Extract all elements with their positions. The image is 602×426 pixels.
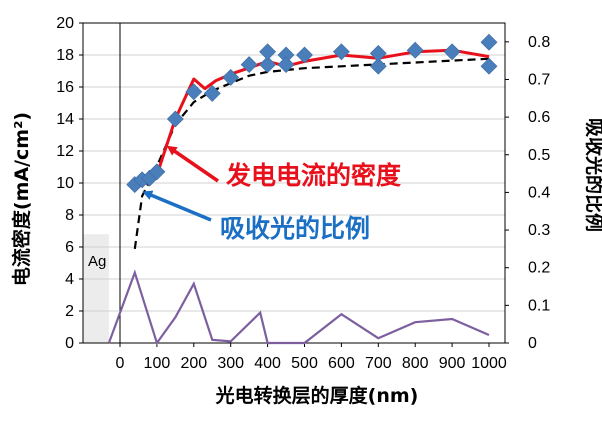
data-point-diamond-5 — [185, 83, 203, 101]
y-right-tick-label-0.5: 0.5 — [528, 147, 550, 164]
y-right-tick-label-0: 0 — [528, 335, 537, 352]
y-right-tick-label-0.2: 0.2 — [528, 260, 550, 277]
x-tick-label-400: 400 — [254, 355, 281, 372]
x-tick-label-600: 600 — [328, 355, 355, 372]
y-tick-label-16: 16 — [56, 79, 74, 96]
x-axis-label: 光电转换层的厚度(nm) — [215, 384, 419, 407]
data-point-diamond-6 — [203, 84, 221, 102]
x-tick-label-200: 200 — [180, 355, 207, 372]
ag-shaded-region — [83, 234, 109, 343]
y-tick-label-2: 2 — [65, 303, 74, 320]
annotation-layer — [142, 145, 219, 222]
data-point-diamond-18 — [443, 43, 461, 61]
y-tick-label-14: 14 — [56, 111, 74, 128]
annotation-arrow-current-density — [166, 145, 219, 183]
data-point-diamond-4 — [166, 110, 184, 128]
ag-region-label: Ag — [88, 253, 106, 270]
data-point-diamond-20 — [480, 57, 498, 75]
x-ticks: 0 100 200 300 400 500 600 700 800 900 1000 — [116, 343, 507, 372]
x-tick-label-0: 0 — [116, 355, 125, 372]
y-ticks-left: 0 2 4 6 8 10 12 14 16 18 20 — [56, 15, 83, 352]
annotation-arrow-absorption-ratio — [142, 190, 212, 222]
data-point-diamond-16 — [369, 44, 387, 62]
data-point-diamond-15 — [369, 57, 387, 75]
data-point-diamond-7 — [222, 68, 240, 86]
y-right-tick-label-0.7: 0.7 — [528, 71, 550, 88]
data-point-diamond-8 — [240, 56, 258, 74]
y-axis-label-right: 吸收光的比例 — [583, 118, 602, 232]
x-tick-label-800: 800 — [402, 355, 429, 372]
y-axis-label-left: 电流密度(mA/cm²) — [10, 112, 33, 286]
y-tick-label-12: 12 — [56, 143, 74, 160]
y-ticks-right: 0 0.1 0.2 0.3 0.4 0.5 0.6 0.7 0.8 — [505, 34, 550, 352]
data-point-diamond-10 — [259, 43, 277, 61]
data-point-diamond-9 — [259, 56, 277, 74]
y-tick-label-4: 4 — [65, 271, 74, 288]
data-point-diamond-3 — [148, 163, 166, 181]
x-tick-label-100: 100 — [144, 355, 171, 372]
x-tick-label-300: 300 — [217, 355, 244, 372]
ag-region — [83, 234, 109, 343]
x-tick-label-500: 500 — [291, 355, 318, 372]
y-right-tick-label-0.1: 0.1 — [528, 297, 550, 314]
y-tick-label-8: 8 — [65, 207, 74, 224]
y-right-tick-label-0.8: 0.8 — [528, 34, 550, 51]
x-tick-label-900: 900 — [439, 355, 466, 372]
data-point-diamond-12 — [277, 56, 295, 74]
x-tick-label-700: 700 — [365, 355, 392, 372]
y-right-tick-label-0.6: 0.6 — [528, 109, 550, 126]
y-tick-label-18: 18 — [56, 47, 74, 64]
data-point-diamond-19 — [480, 33, 498, 51]
y-right-tick-label-0.3: 0.3 — [528, 222, 550, 239]
y-tick-label-6: 6 — [65, 239, 74, 256]
data-point-diamond-14 — [332, 43, 350, 61]
annotation-absorption-ratio: 吸收光的比例 — [220, 214, 370, 243]
series-line-lower-curve — [107, 269, 490, 346]
y-tick-label-10: 10 — [56, 175, 74, 192]
data-point-diamond-13 — [296, 46, 313, 64]
x-tick-label-1000: 1000 — [471, 355, 507, 372]
y-tick-label-20: 20 — [56, 15, 74, 32]
y-tick-label-0: 0 — [65, 335, 74, 352]
series-layer — [107, 33, 498, 346]
data-point-diamond-17 — [406, 41, 424, 59]
annotation-current-density: 发电电流的密度 — [225, 161, 401, 190]
y-right-tick-label-0.4: 0.4 — [528, 184, 550, 201]
